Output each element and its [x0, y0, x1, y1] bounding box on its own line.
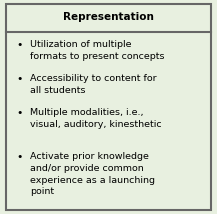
Text: •: •: [17, 74, 23, 84]
Text: •: •: [17, 108, 23, 118]
Text: Multiple modalities, i.e.,
visual, auditory, kinesthetic: Multiple modalities, i.e., visual, audit…: [30, 108, 162, 129]
Text: •: •: [17, 40, 23, 50]
Text: Representation: Representation: [63, 12, 154, 22]
Text: Accessibility to content for
all students: Accessibility to content for all student…: [30, 74, 157, 95]
Text: Utilization of multiple
formats to present concepts: Utilization of multiple formats to prese…: [30, 40, 164, 61]
Text: •: •: [17, 152, 23, 162]
Text: Activate prior knowledge
and/or provide common
experience as a launching
point: Activate prior knowledge and/or provide …: [30, 152, 155, 196]
